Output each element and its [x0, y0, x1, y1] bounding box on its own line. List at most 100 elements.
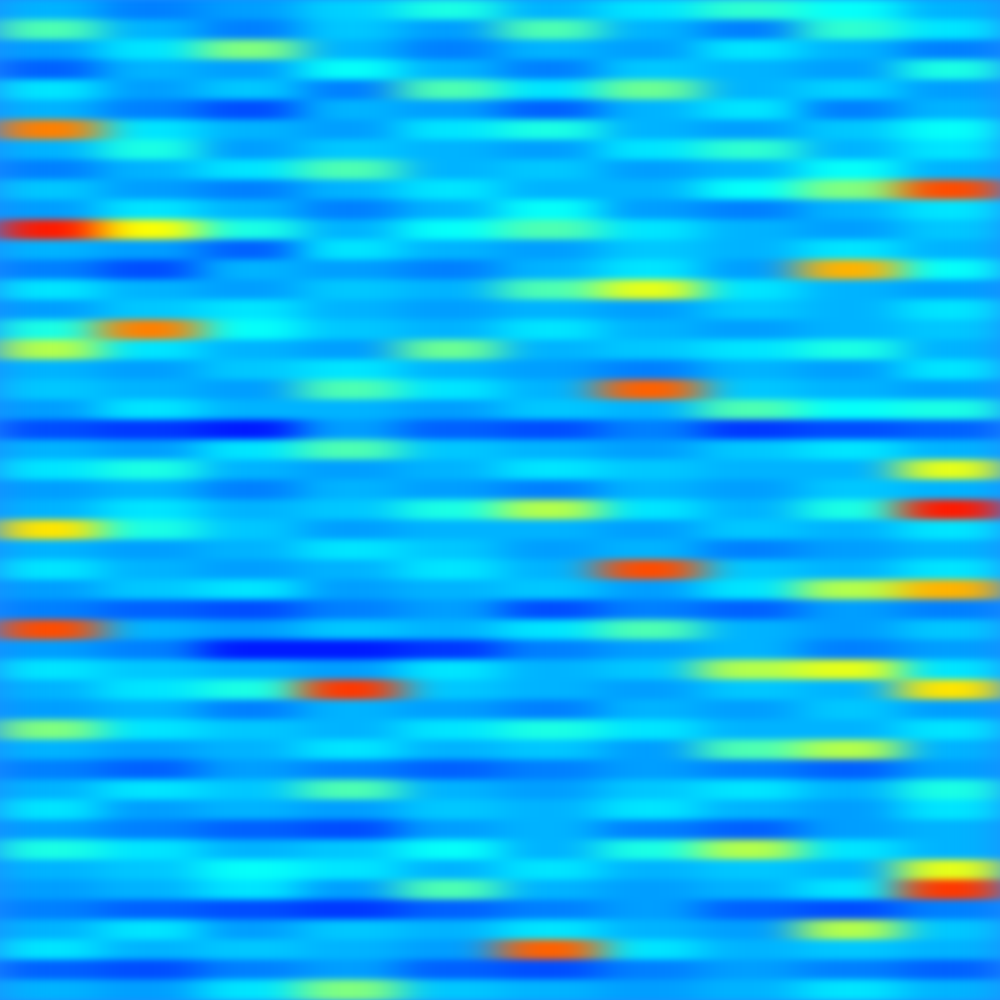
cell	[600, 0, 701, 21]
cell	[0, 100, 101, 121]
cell	[500, 20, 601, 41]
cell	[900, 460, 1000, 481]
cell	[800, 0, 901, 21]
cell	[500, 760, 601, 781]
cell	[100, 800, 201, 821]
cell	[0, 580, 101, 601]
cell	[400, 780, 501, 801]
cell	[200, 260, 301, 281]
cell	[400, 280, 501, 301]
cell	[700, 640, 801, 661]
cell	[600, 80, 701, 101]
cell	[100, 940, 201, 961]
cell	[600, 560, 701, 581]
cell	[400, 720, 501, 741]
cell	[700, 720, 801, 741]
cell	[500, 600, 601, 621]
cell	[400, 360, 501, 381]
cell	[100, 80, 201, 101]
cell	[700, 800, 801, 821]
cell	[900, 560, 1000, 581]
cell	[0, 640, 101, 661]
cell	[800, 420, 901, 441]
cell	[100, 280, 201, 301]
cell	[900, 760, 1000, 781]
cell	[700, 480, 801, 501]
cell	[800, 300, 901, 321]
cell	[600, 540, 701, 561]
cell	[600, 920, 701, 941]
cell	[0, 380, 101, 401]
cell	[400, 200, 501, 221]
cell	[600, 180, 701, 201]
cell	[200, 200, 301, 221]
cell	[300, 180, 401, 201]
cell	[400, 400, 501, 421]
cell	[800, 900, 901, 921]
cell	[400, 920, 501, 941]
cell	[500, 920, 601, 941]
cell	[300, 540, 401, 561]
cell	[800, 560, 901, 581]
cell	[300, 900, 401, 921]
cell	[600, 700, 701, 721]
cell	[900, 860, 1000, 881]
cell	[900, 380, 1000, 401]
cell	[200, 680, 301, 701]
cell	[500, 880, 601, 901]
cell	[400, 500, 501, 521]
cell	[600, 340, 701, 361]
cell	[500, 0, 601, 21]
cell	[100, 240, 201, 261]
cell	[400, 880, 501, 901]
chart	[0, 0, 1000, 1000]
cell	[300, 840, 401, 861]
cell	[400, 820, 501, 841]
cell	[200, 720, 301, 741]
cell	[800, 960, 901, 981]
cell	[400, 240, 501, 261]
cell	[800, 180, 901, 201]
cell	[500, 340, 601, 361]
cell	[100, 300, 201, 321]
cell	[600, 500, 701, 521]
cell	[900, 660, 1000, 681]
cell	[200, 400, 301, 421]
cell	[600, 960, 701, 981]
cell	[200, 840, 301, 861]
cell	[600, 780, 701, 801]
cell	[500, 320, 601, 341]
cell	[300, 380, 401, 401]
cell	[200, 160, 301, 181]
cell	[100, 980, 201, 1000]
cell	[900, 40, 1000, 61]
cell	[800, 280, 901, 301]
cell	[0, 240, 101, 261]
cell	[600, 380, 701, 401]
cell	[600, 740, 701, 761]
cell	[100, 480, 201, 501]
cell	[600, 220, 701, 241]
cell	[600, 860, 701, 881]
cell	[800, 440, 901, 461]
cell	[700, 460, 801, 481]
cell	[600, 160, 701, 181]
cell	[800, 720, 901, 741]
cell	[700, 400, 801, 421]
cell	[700, 20, 801, 41]
cell	[700, 200, 801, 221]
cell	[900, 740, 1000, 761]
cell	[300, 20, 401, 41]
cell	[600, 420, 701, 441]
cell	[300, 280, 401, 301]
cell	[700, 520, 801, 541]
cell	[800, 260, 901, 281]
cell	[300, 960, 401, 981]
cell	[100, 180, 201, 201]
cell	[200, 380, 301, 401]
cell	[600, 620, 701, 641]
cell	[400, 420, 501, 441]
cell	[700, 600, 801, 621]
cell	[500, 460, 601, 481]
cell	[0, 440, 101, 461]
